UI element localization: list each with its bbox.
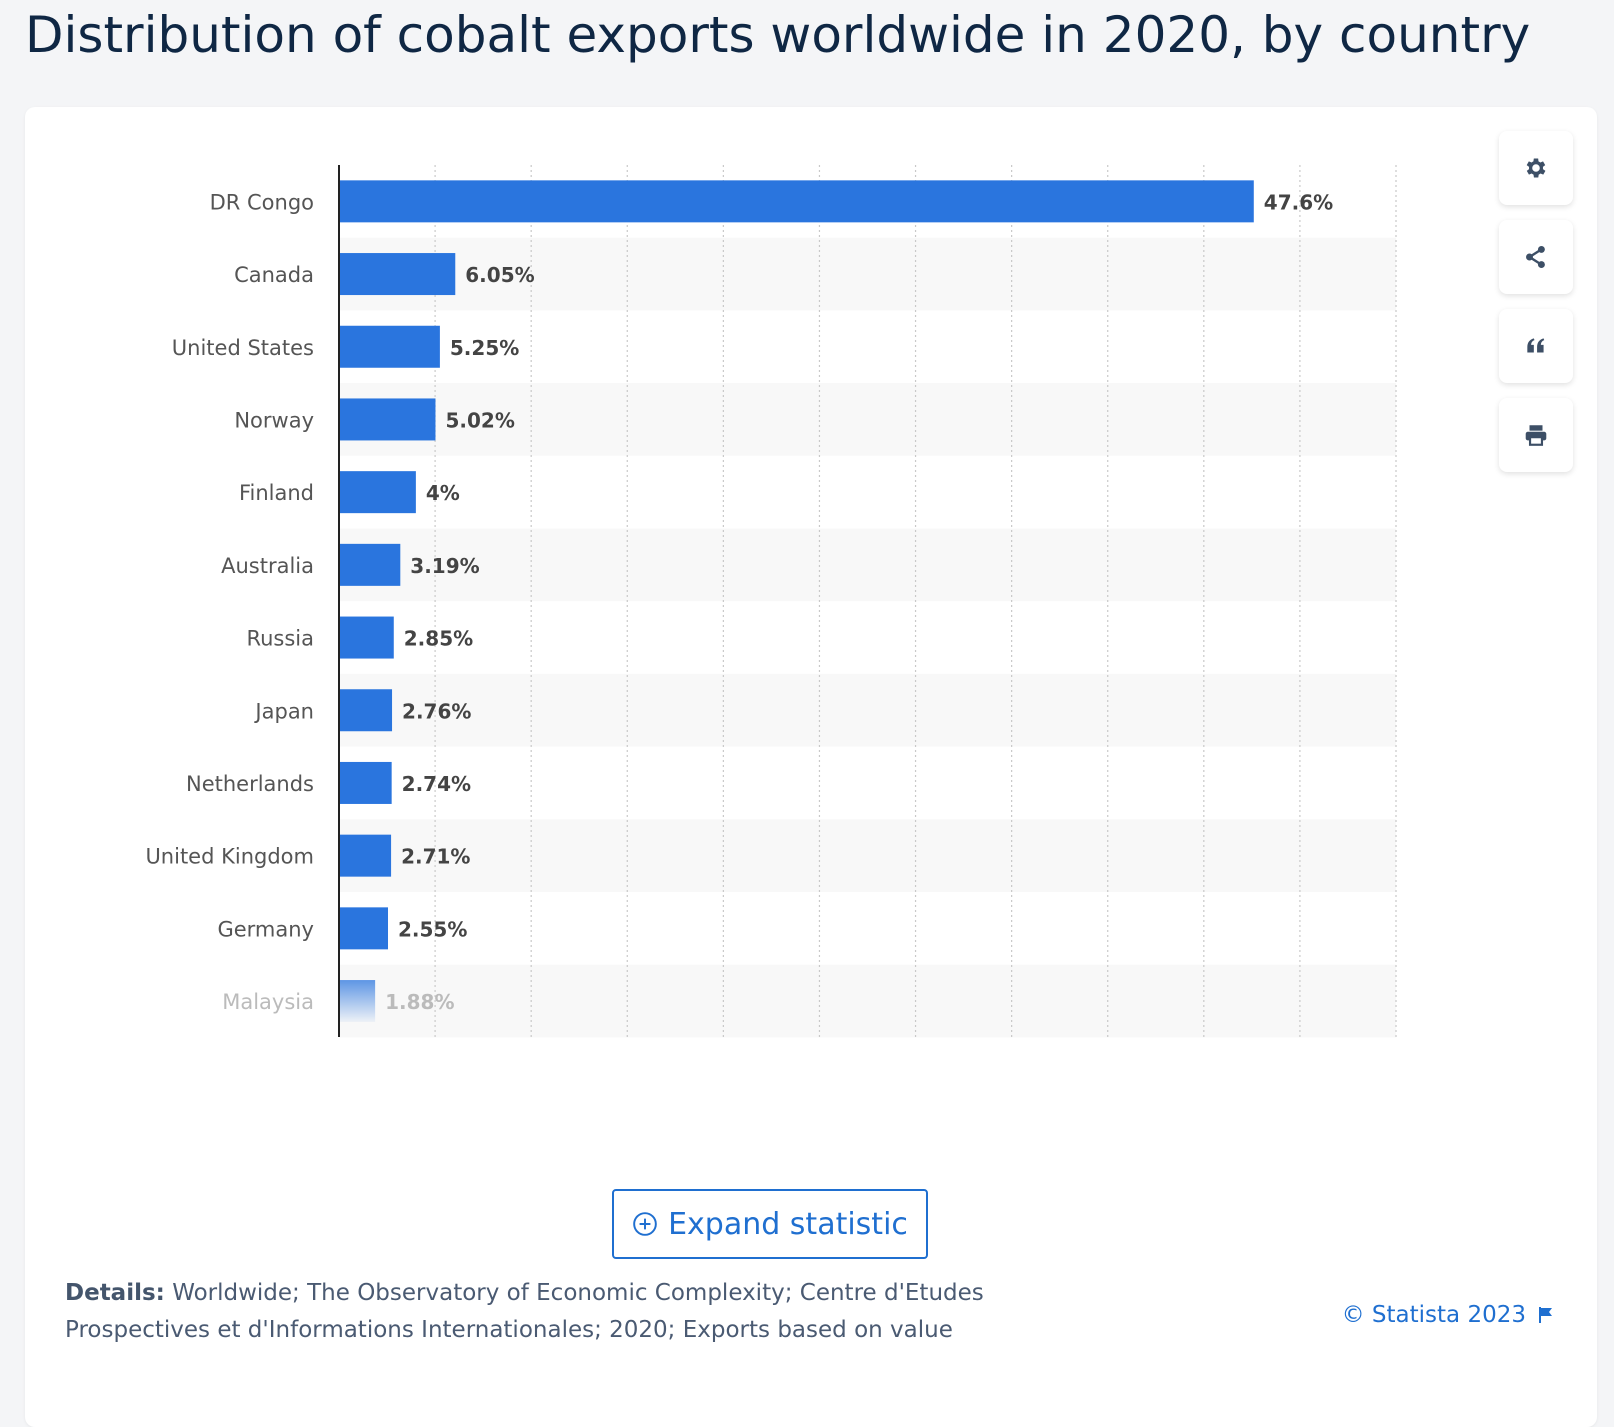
category-label: Netherlands <box>186 772 314 796</box>
details-label: Details: <box>65 1280 165 1306</box>
data-label: 47.6% <box>1264 190 1333 214</box>
row-stripe <box>339 819 1396 892</box>
bar <box>339 907 389 950</box>
bar <box>339 980 376 1023</box>
data-label: 4% <box>426 481 460 505</box>
data-label: 5.02% <box>445 408 514 432</box>
flag-icon <box>1539 1307 1552 1323</box>
category-label: United Kingdom <box>145 845 314 869</box>
bar <box>339 834 392 877</box>
bar <box>339 689 393 732</box>
bar <box>339 253 456 296</box>
copyright-text: © Statista 2023 <box>1341 1302 1526 1328</box>
quote-icon <box>1527 338 1545 353</box>
share-icon <box>1526 245 1545 269</box>
category-label: DR Congo <box>210 190 314 214</box>
bar <box>339 761 392 804</box>
bar <box>339 616 394 659</box>
expand-statistic-label: Expand statistic <box>668 1206 908 1242</box>
row-stripe <box>339 237 1396 311</box>
data-label: 2.71% <box>401 845 470 869</box>
printer-icon <box>1525 425 1547 446</box>
category-label: United States <box>172 336 314 360</box>
bar <box>339 180 1254 223</box>
row-stripe <box>339 964 1396 1038</box>
data-label: 2.74% <box>402 772 471 796</box>
settings-button[interactable] <box>1499 131 1573 205</box>
category-label: Finland <box>239 481 314 505</box>
category-label: Norway <box>234 408 314 432</box>
details-text: Details: Worldwide; The Observatory of E… <box>65 1275 1105 1349</box>
bar <box>339 471 416 514</box>
data-label: 6.05% <box>465 263 534 287</box>
data-label: 5.25% <box>450 336 519 360</box>
row-stripe <box>339 383 1396 456</box>
details-value: Worldwide; The Observatory of Economic C… <box>65 1280 984 1343</box>
cite-button[interactable] <box>1499 309 1573 383</box>
data-label: 1.88% <box>385 990 454 1014</box>
category-label: Malaysia <box>222 990 314 1014</box>
data-label: 3.19% <box>410 554 479 578</box>
category-label: Canada <box>234 263 314 287</box>
row-stripe <box>339 528 1396 602</box>
chart-card: DR Congo 47.6% Canada 6.05% United States 5.2… <box>25 107 1597 1427</box>
bar <box>339 325 440 368</box>
bar-chart: DR Congo 47.6% Canada 6.05% United States 5.2… <box>145 165 1397 1038</box>
category-label: Japan <box>253 699 314 723</box>
print-button[interactable] <box>1499 398 1573 472</box>
statista-copyright-link[interactable]: © Statista 2023 <box>1342 1302 1554 1328</box>
data-label: 2.55% <box>398 917 467 941</box>
data-label: 2.76% <box>402 699 471 723</box>
row-stripe <box>339 673 1396 747</box>
bar <box>339 543 401 586</box>
gear-icon <box>1526 158 1546 178</box>
data-label: 2.85% <box>404 627 473 651</box>
category-label: Germany <box>217 917 314 941</box>
category-label: Russia <box>246 627 314 651</box>
page-title: Distribution of cobalt exports worldwide… <box>25 6 1531 64</box>
share-button[interactable] <box>1499 220 1573 294</box>
category-label: Australia <box>221 554 314 578</box>
plus-circle-icon <box>633 1212 657 1236</box>
expand-statistic-button[interactable]: Expand statistic <box>612 1189 928 1259</box>
bar <box>339 398 436 441</box>
